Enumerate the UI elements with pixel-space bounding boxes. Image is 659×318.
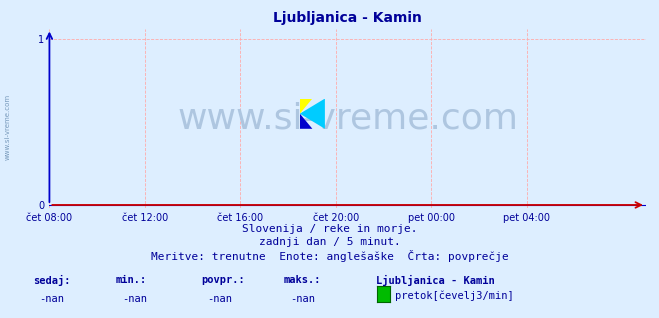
Text: -nan: -nan [208,294,233,304]
Title: Ljubljanica - Kamin: Ljubljanica - Kamin [273,11,422,25]
Text: www.si-vreme.com: www.si-vreme.com [5,94,11,160]
Text: -nan: -nan [122,294,147,304]
Text: sedaj:: sedaj: [33,275,71,286]
Text: min.:: min.: [115,275,146,285]
Text: -nan: -nan [290,294,315,304]
Polygon shape [300,114,312,129]
Text: pretok[čevelj3/min]: pretok[čevelj3/min] [395,291,514,301]
Text: zadnji dan / 5 minut.: zadnji dan / 5 minut. [258,237,401,247]
Text: Slovenija / reke in morje.: Slovenija / reke in morje. [242,224,417,234]
Text: -nan: -nan [40,294,65,304]
Polygon shape [300,99,312,114]
Text: Ljubljanica - Kamin: Ljubljanica - Kamin [376,275,494,286]
Polygon shape [300,99,325,129]
Text: maks.:: maks.: [283,275,321,285]
Text: Meritve: trenutne  Enote: anglešaške  Črta: povprečje: Meritve: trenutne Enote: anglešaške Črta… [151,250,508,262]
Text: povpr.:: povpr.: [201,275,244,285]
Text: www.si-vreme.com: www.si-vreme.com [177,101,518,135]
